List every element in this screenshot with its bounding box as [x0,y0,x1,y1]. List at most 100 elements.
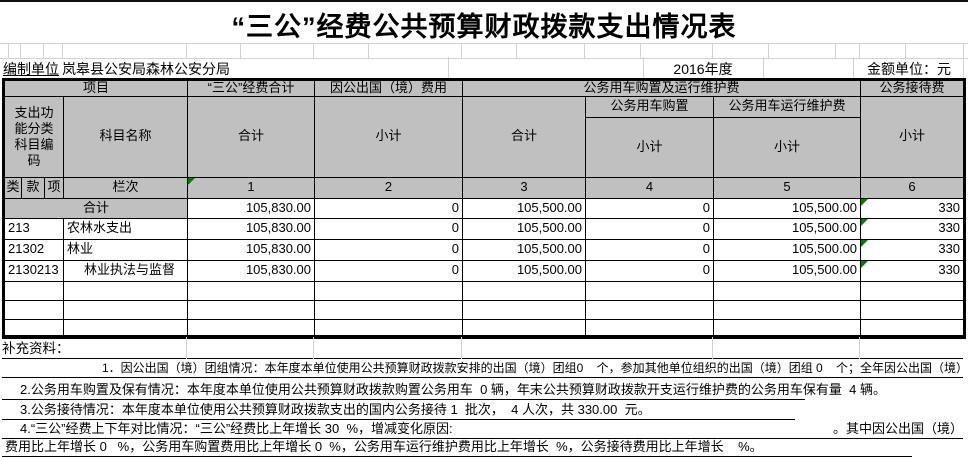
supplementary-line-4[interactable]: 4.“三公”经费上下年对比情况：“三公”经费比上年增长 30 %，增减变化原因:… [2,420,963,439]
cell-value[interactable]: 105,500.00 [462,197,587,219]
cell-value[interactable]: 0 [314,217,464,240]
cell-value[interactable]: 105,830.00 [187,238,316,261]
cell-empty[interactable] [860,318,965,336]
column-index-row: 类 款 项 栏次 1 2 3 4 5 6 [4,176,965,199]
cell-value[interactable]: 0 [314,197,464,219]
header-code-label[interactable]: 支出功能分类科目编码 [4,95,64,178]
supplementary-line-2[interactable]: 2.公务用车购置及保有情况：本年度本单位使用公共预算财政拨款购置公务用车 0 辆… [2,378,886,400]
cell-empty[interactable] [314,280,464,301]
header-vehicle-group[interactable]: 公务用车购置及运行维护费 [462,80,862,97]
cell-value[interactable]: 105,500.00 [462,238,587,261]
cell-value[interactable]: 330 [860,217,965,240]
supplementary-line-3[interactable]: 3.公务接待情况：本年度本单位使用公共预算财政拨款支出的国内公务接待 1 批次，… [2,400,795,420]
cell-value[interactable]: 0 [314,259,464,282]
cell-value[interactable]: 0 [585,197,715,219]
table-row: 213 农林水支出 105,830.00 0 105,500.00 0 105,… [4,217,965,240]
cell-empty[interactable] [585,318,715,336]
cell-value[interactable]: 105,500.00 [462,217,587,240]
cell-empty[interactable] [62,318,189,336]
header-kuan[interactable]: 款 [21,176,45,199]
cell-subject-name[interactable]: 林业执法与监督 [62,259,189,282]
cell-empty[interactable] [462,299,587,320]
cell-value[interactable]: 105,500.00 [713,197,862,219]
header-col2-xiaoji[interactable]: 小计 [314,95,464,178]
table-row: 2130213 林业执法与监督 105,830.00 0 105,500.00 … [4,259,965,282]
cell-empty[interactable] [585,299,715,320]
cell-value[interactable]: 105,830.00 [187,197,316,219]
cell-value[interactable]: 0 [585,259,715,282]
col-number-1[interactable]: 1 [187,176,316,199]
cell-value[interactable]: 105,500.00 [713,259,862,282]
header-row-1: 项目 “三公”经费合计 因公出国（境）费用 公务用车购置及运行维护费 公务接待费 [3,80,965,97]
cell-empty[interactable] [4,280,64,301]
header-col3-heji[interactable]: 合计 [462,95,587,178]
header-col4-xiaoji[interactable]: 小计 [585,116,715,178]
cell-empty[interactable] [4,299,64,320]
cell-empty[interactable] [860,299,965,320]
col-number-2[interactable]: 2 [314,176,464,199]
header-lei[interactable]: 类 [4,176,22,199]
cell-subject-name[interactable]: 农林水支出 [62,217,189,240]
table-row: 21302 林业 105,830.00 0 105,500.00 0 105,5… [4,238,965,261]
cell-empty[interactable] [314,299,464,320]
header-sangong-total[interactable]: “三公”经费合计 [187,80,316,97]
header-col1-heji[interactable]: 合计 [187,95,316,178]
table-row-total: 合计 105,830.00 0 105,500.00 0 105,500.00 … [3,197,965,219]
page-title: “三公”经费公共预算财政拨款支出情况表 [231,12,737,42]
expense-table: 项目 “三公”经费合计 因公出国（境）费用 公务用车购置及运行维护费 公务接待费… [2,78,967,339]
cell-value[interactable]: 0 [585,238,715,261]
cell-empty[interactable] [713,318,862,336]
cell-empty[interactable] [314,318,464,336]
empty-row [4,280,965,301]
header-subject-name[interactable]: 科目名称 [62,95,189,178]
cell-value[interactable]: 330 [860,259,965,282]
cell-empty[interactable] [713,299,862,320]
cell-value[interactable]: 105,830.00 [187,217,316,240]
cell-value[interactable]: 105,500.00 [462,259,587,282]
cell-empty[interactable] [187,299,316,320]
header-xiang[interactable]: 项 [44,176,64,199]
cell-value[interactable]: 330 [860,238,965,261]
cell-empty[interactable] [713,280,862,301]
cell-value[interactable]: 0 [314,238,464,261]
cell-value[interactable]: 0 [585,217,715,240]
cell-value[interactable]: 105,500.00 [713,217,862,240]
cell-empty[interactable] [187,280,316,301]
cell-code[interactable]: 21302 [4,238,64,261]
cell-empty[interactable] [4,318,64,336]
header-vehicle-maintenance[interactable]: 公务用车运行维护费 [713,95,862,118]
cell-value[interactable]: 105,500.00 [713,238,862,261]
cell-empty[interactable] [187,318,316,336]
cell-empty[interactable] [860,280,965,301]
cell-empty[interactable] [62,299,189,320]
cell-code[interactable]: 213 [4,217,64,240]
header-col6-xiaoji[interactable]: 小计 [860,95,965,178]
cell-code[interactable]: 2130213 [4,259,64,282]
unit-label[interactable]: 编制单位 [3,61,59,77]
cell-empty[interactable] [462,280,587,301]
header-abroad-fee[interactable]: 因公出国（境）费用 [314,80,464,97]
col-number-4[interactable]: 4 [585,176,715,199]
empty-row [4,318,965,336]
header-project[interactable]: 项目 [3,80,189,97]
cell-value[interactable]: 105,830.00 [187,259,316,282]
cell-empty[interactable] [462,318,587,336]
cell-value[interactable]: 330 [860,197,965,219]
amount-unit-label[interactable]: 金额单位：元 [867,61,951,77]
header-vehicle-purchase[interactable]: 公务用车购置 [585,95,715,118]
col-number-5[interactable]: 5 [713,176,862,199]
cell-empty[interactable] [62,280,189,301]
header-reception-fee[interactable]: 公务接待费 [860,80,965,97]
col-number-6[interactable]: 6 [860,176,965,199]
unit-name[interactable]: 岚皋县公安局森林公安分局 [62,61,230,77]
supplementary-line-5[interactable]: 费用比上年增长 0 %，公务用车购置费用比上年增长 0 %，公务用车运行维护费用… [2,439,912,457]
row-label[interactable]: 合计 [3,197,189,219]
supplementary-label-row[interactable]: 补充资料： [2,337,963,359]
col-number-3[interactable]: 3 [462,176,587,199]
cell-subject-name[interactable]: 林业 [62,238,189,261]
year-label[interactable]: 2016年度 [673,61,733,77]
cell-empty[interactable] [585,280,715,301]
supplementary-line-1[interactable]: 1．因公出国（境）团组情况：本年度本单位使用公共预算财政拨款安排的出国（境）团组… [2,359,968,378]
header-lanci[interactable]: 栏次 [62,176,189,199]
header-col5-xiaoji[interactable]: 小计 [713,116,862,178]
